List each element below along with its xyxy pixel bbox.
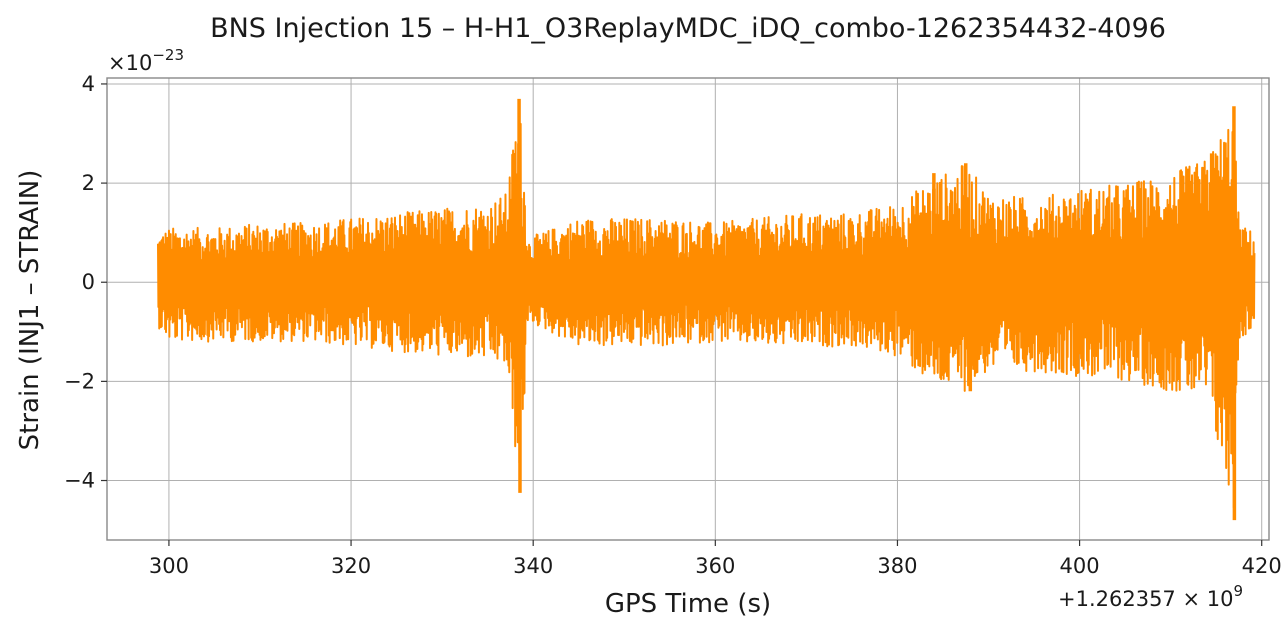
y-tick-label: 2	[82, 171, 95, 195]
y-tick-label: 4	[82, 72, 95, 96]
x-axis-label: GPS Time (s)	[605, 589, 771, 619]
x-offset-label: +1.262357 × 109	[1058, 582, 1243, 611]
svg-text:+1.262357 × 109: +1.262357 × 109	[1058, 582, 1243, 611]
x-tick-label: 380	[877, 554, 917, 578]
x-tick-label: 300	[149, 554, 189, 578]
x-ticks: 300 320 340 360 380 400 420	[149, 540, 1282, 578]
y-axis-label: Strain (INJ1 – STRAIN)	[15, 170, 45, 451]
y-tick-label: 0	[82, 270, 95, 294]
x-tick-label: 320	[331, 554, 371, 578]
svg-text:×10−23: ×10−23	[108, 46, 184, 75]
chart-title: BNS Injection 15 – H-H1_O3ReplayMDC_iDQ_…	[210, 13, 1166, 44]
x-offset-exponent: 9	[1233, 582, 1243, 600]
x-tick-label: 360	[695, 554, 735, 578]
y-tick-label: −4	[64, 469, 95, 493]
y-ticks: 4 2 0 −2 −4	[64, 72, 107, 493]
strain-series-line	[157, 122, 1256, 509]
y-multiplier-exponent: −23	[152, 46, 184, 64]
x-tick-label: 420	[1242, 554, 1282, 578]
y-multiplier-base: ×10	[108, 51, 152, 75]
series-layer	[157, 98, 1256, 521]
plot-frame	[106, 77, 1270, 541]
x-offset-base: +1.262357 × 10	[1058, 587, 1233, 611]
y-tick-label: −2	[64, 369, 95, 393]
x-tick-label: 340	[513, 554, 553, 578]
x-tick-label: 400	[1060, 554, 1100, 578]
y-multiplier-label: ×10−23	[108, 46, 184, 75]
